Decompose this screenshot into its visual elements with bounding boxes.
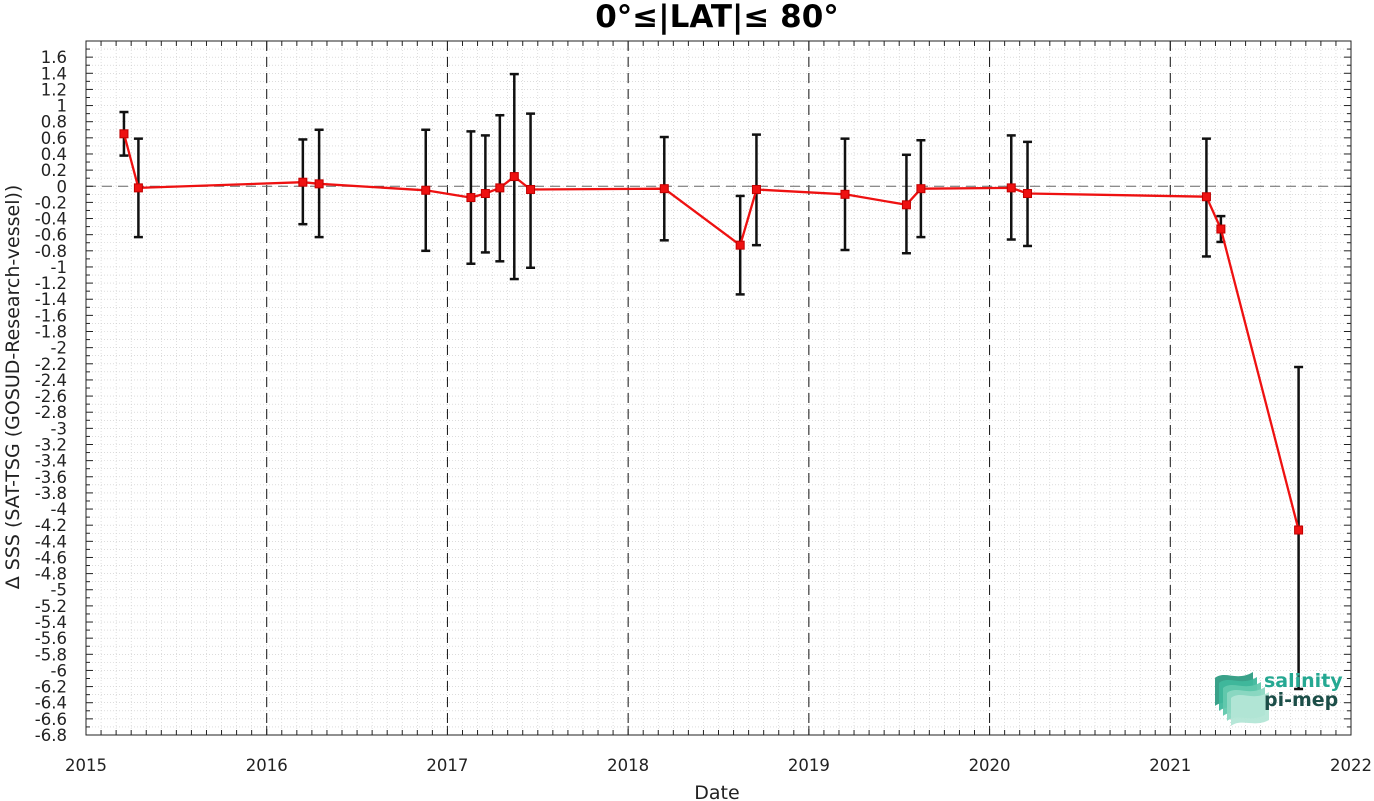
data-point xyxy=(901,200,911,210)
data-point xyxy=(1023,189,1033,199)
y-tick-label: 0.4 xyxy=(41,145,67,164)
data-point xyxy=(421,185,431,195)
wave-logo-icon xyxy=(1215,672,1269,726)
y-tick-labels: 1.61.41.210.80.60.40.20-0.2-0.4-0.6-0.8-… xyxy=(35,48,67,745)
chart-title: 0°≤|LAT|≤ 80° xyxy=(595,0,839,35)
y-tick-label: 0.8 xyxy=(41,113,67,132)
y-tick-label: -6.4 xyxy=(35,694,67,713)
y-tick-label: -6.8 xyxy=(35,726,67,745)
y-tick-label: 0 xyxy=(57,177,68,196)
y-tick-label: -0.6 xyxy=(35,226,67,245)
data-point xyxy=(298,177,308,187)
salinity-pi-mep-logo: salinity pi-mep xyxy=(1215,670,1343,726)
logo-wave-band xyxy=(1231,692,1269,726)
y-tick-label: 1.4 xyxy=(41,64,67,83)
x-tick-labels: 2015 2016 2017 2018 2019 2020 2021 2022 xyxy=(65,756,1372,775)
y-tick-label: -5.2 xyxy=(35,597,67,616)
x-tick-label: 2018 xyxy=(607,756,649,775)
y-tick-label: 1.2 xyxy=(41,80,67,99)
y-tick-label: -0.4 xyxy=(35,210,67,229)
data-point xyxy=(1201,192,1211,202)
y-tick-label: -3.8 xyxy=(35,484,67,503)
y-tick-label: -4.8 xyxy=(35,565,67,584)
data-point xyxy=(119,129,129,139)
y-tick-label: -5.6 xyxy=(35,629,67,648)
data-point xyxy=(480,189,490,199)
y-tick-label: -5.4 xyxy=(35,613,67,632)
axes xyxy=(85,40,1352,736)
y-tick-label: -3 xyxy=(51,419,67,438)
y-tick-label: -2.6 xyxy=(35,387,67,406)
data-markers xyxy=(119,129,1304,535)
y-tick-label: -1.2 xyxy=(35,274,67,293)
y-tick-label: -6 xyxy=(51,661,67,680)
x-tick-label: 2021 xyxy=(1149,756,1191,775)
x-tick-label: 2022 xyxy=(1330,756,1372,775)
y-tick-label: -0.2 xyxy=(35,193,67,212)
y-tick-label: -3.6 xyxy=(35,468,67,487)
y-tick-label: -1.6 xyxy=(35,306,67,325)
data-point xyxy=(1294,525,1304,535)
y-tick-label: -0.8 xyxy=(35,242,67,261)
x-tick-label: 2016 xyxy=(246,756,288,775)
y-tick-label: -4 xyxy=(51,500,67,519)
y-axis-label: Δ SSS (SAT-TSG (GOSUD-Research-vessel)) xyxy=(2,185,24,590)
data-point xyxy=(314,179,324,189)
y-tick-label: -1.4 xyxy=(35,290,67,309)
year-divider-lines xyxy=(266,41,1171,735)
data-point xyxy=(735,240,745,250)
grid xyxy=(85,40,1352,736)
x-tick-label: 2019 xyxy=(788,756,830,775)
x-axis-label: Date xyxy=(694,782,739,801)
y-tick-label: -1 xyxy=(51,258,67,277)
data-point xyxy=(1216,224,1226,234)
y-tick-label: -6.6 xyxy=(35,710,67,729)
data-point xyxy=(751,184,761,194)
y-tick-label: 1.6 xyxy=(41,48,67,67)
y-tick-label: -2.4 xyxy=(35,371,67,390)
y-tick-label: -1.8 xyxy=(35,323,67,342)
y-tick-label: -4.2 xyxy=(35,516,67,535)
y-tick-label: -3.4 xyxy=(35,452,67,471)
data-point xyxy=(916,184,926,194)
y-tick-label: -2.8 xyxy=(35,403,67,422)
data-point xyxy=(659,184,669,194)
series-line xyxy=(122,133,1300,531)
x-tick-label: 2020 xyxy=(969,756,1011,775)
y-tick-label: -2.2 xyxy=(35,355,67,374)
y-tick-label: 0.2 xyxy=(41,161,67,180)
y-tick-label: 0.6 xyxy=(41,129,67,148)
data-point xyxy=(509,172,519,182)
logo-line2: pi-mep xyxy=(1264,689,1338,711)
y-tick-label: -6.2 xyxy=(35,678,67,697)
y-tick-label: -4.6 xyxy=(35,548,67,567)
data-point xyxy=(133,183,143,193)
x-tick-label: 2017 xyxy=(426,756,468,775)
data-point xyxy=(495,183,505,193)
data-point xyxy=(466,193,476,203)
y-tick-label: 1 xyxy=(57,97,68,116)
y-tick-label: -5.8 xyxy=(35,645,67,664)
data-point xyxy=(840,189,850,199)
y-tick-label: -3.2 xyxy=(35,435,67,454)
x-tick-label: 2015 xyxy=(65,756,107,775)
y-tick-label: -4.4 xyxy=(35,532,67,551)
logo-line1: salinity xyxy=(1264,670,1343,692)
data-point xyxy=(526,184,536,194)
data-point xyxy=(1006,183,1016,193)
y-tick-label: -5 xyxy=(51,581,67,600)
y-tick-label: -2 xyxy=(51,339,67,358)
